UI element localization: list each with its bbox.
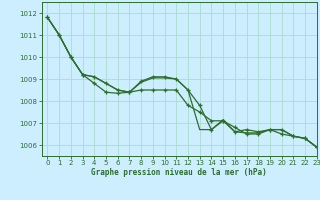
X-axis label: Graphe pression niveau de la mer (hPa): Graphe pression niveau de la mer (hPa) <box>91 168 267 177</box>
